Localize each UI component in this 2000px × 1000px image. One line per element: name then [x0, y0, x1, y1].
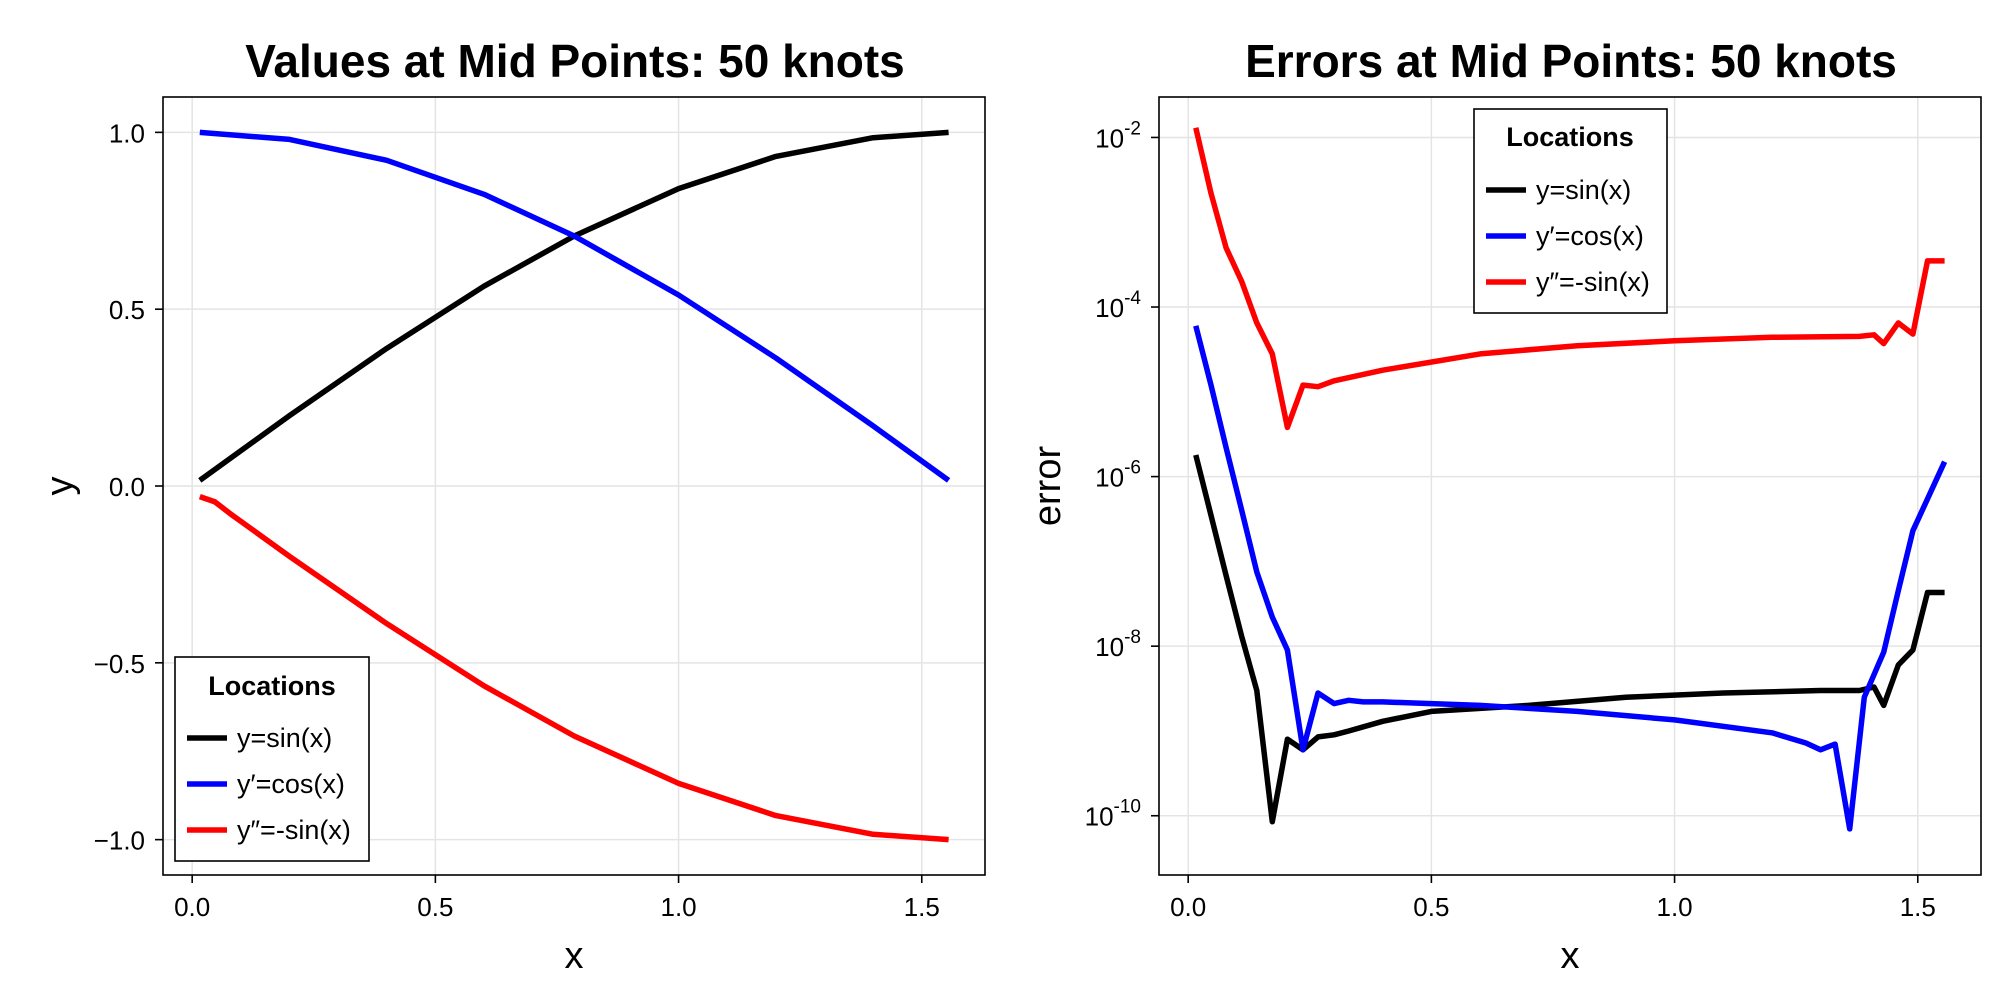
values-chart-panel: Values at Mid Points: 50 knots 0.0 0.5 1.0… [39, 35, 986, 977]
values-chart-y-tick-label: 0.0 [109, 472, 145, 502]
errors-chart-x-ticks: 0.0 0.5 1.0 1.5 [1170, 875, 1936, 922]
values-chart-x-ticks: 0.0 0.5 1.0 1.5 [174, 875, 940, 922]
errors-chart-title: Errors at Mid Points: 50 knots [1245, 35, 1897, 87]
errors-chart-x-tick-label: 0.0 [1170, 892, 1206, 922]
errors-chart-legend-title: Locations [1506, 122, 1634, 152]
legend-label-sin: y=sin(x) [237, 723, 332, 753]
errors-chart-x-tick-label: 1.5 [1900, 892, 1936, 922]
values-chart-y-tick-label: 0.5 [109, 295, 145, 325]
errors-chart-y-tick-label: 10-8 [1095, 627, 1141, 662]
values-chart-y-tick-label: −1.0 [94, 826, 145, 856]
legend-label-neg-sin-error: y″=-sin(x) [1536, 267, 1650, 297]
errors-chart-series [1193, 127, 1948, 832]
errors-chart-plot-frame [1158, 96, 1982, 876]
values-chart-y-ticks: 1.0 0.5 0.0 −0.5 −1.0 [94, 118, 163, 856]
values-chart-x-axis-label: x [565, 935, 584, 977]
values-chart-title: Values at Mid Points: 50 knots [245, 35, 905, 87]
legend-label-sin-error: y=sin(x) [1536, 175, 1631, 205]
values-chart-series [198, 129, 951, 843]
errors-chart-legend-box [1473, 108, 1668, 314]
errors-chart-x-tick-label: 1.0 [1656, 892, 1692, 922]
errors-chart-legend: Locations y=sin(x) y′=cos(x) y″=-sin(x) [1473, 108, 1668, 314]
values-chart-y-tick-label: 1.0 [109, 118, 145, 148]
values-chart-legend-box [174, 656, 370, 862]
values-chart-y-tick-label: −0.5 [94, 649, 145, 679]
errors-chart-series-yp-cos-x [1193, 325, 1948, 832]
values-chart-x-tick-label: 0.0 [174, 892, 210, 922]
errors-chart-x-axis-label: x [1561, 935, 1580, 977]
values-chart-x-tick-label: 1.5 [904, 892, 940, 922]
errors-chart-y-tick-label: 10-10 [1085, 797, 1141, 832]
errors-chart-panel: Errors at Mid Points: 50 knots 0.0 0.5 1.0… [1027, 35, 1982, 977]
errors-chart-grid [1159, 97, 1981, 875]
errors-chart-y-tick-label: 10-4 [1095, 288, 1141, 323]
values-chart-series-yp-cos-x [199, 129, 951, 483]
values-chart-legend-title: Locations [208, 671, 336, 701]
errors-chart-x-tick-label: 0.5 [1413, 892, 1449, 922]
values-chart-x-tick-label: 1.0 [660, 892, 696, 922]
errors-chart-series-ypp-sin-x [1193, 127, 1945, 431]
values-chart-x-tick-label: 0.5 [417, 892, 453, 922]
errors-chart-y-tick-label: 10-2 [1095, 118, 1141, 153]
legend-label-cos: y′=cos(x) [237, 769, 345, 799]
errors-chart-y-axis-label: error [1027, 446, 1069, 527]
legend-label-neg-sin: y″=-sin(x) [237, 815, 351, 845]
legend-label-cos-error: y′=cos(x) [1536, 221, 1644, 251]
values-chart-legend: Locations y=sin(x) y′=cos(x) y″=-sin(x) [174, 656, 370, 862]
errors-chart-y-ticks: 10-2 10-4 10-6 10-8 10-10 [1085, 118, 1159, 832]
errors-chart-y-tick-label: 10-6 [1095, 458, 1141, 493]
values-chart-series-ypp-sin-x [198, 494, 949, 843]
values-chart-y-axis-label: y [39, 477, 81, 496]
errors-chart-series-y-sin-x [1193, 454, 1945, 825]
